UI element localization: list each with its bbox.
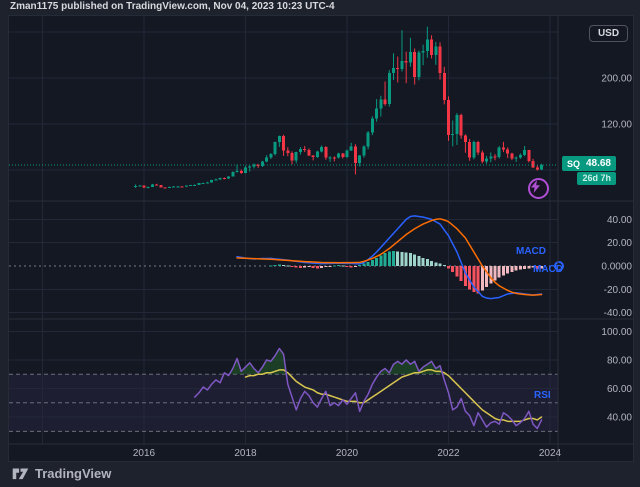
- last-price-value: 48.68: [585, 158, 611, 169]
- svg-text:0.0000: 0.0000: [601, 262, 632, 273]
- publish-attribution: Zman1175 published on TradingView.com, N…: [10, 1, 335, 12]
- time-axis[interactable]: [9, 444, 558, 461]
- tradingview-logo-icon: [12, 468, 29, 480]
- svg-text:2018: 2018: [234, 448, 257, 459]
- svg-text:2022: 2022: [437, 448, 460, 459]
- tradingview-logo-link[interactable]: TradingView: [12, 466, 111, 481]
- svg-text:2024: 2024: [539, 448, 562, 459]
- symbol-ticker: SQ: [566, 158, 580, 169]
- lightning-icon: [531, 180, 540, 193]
- svg-text:40.00: 40.00: [607, 413, 632, 424]
- svg-text:80.00: 80.00: [607, 355, 632, 366]
- svg-text:60.00: 60.00: [607, 384, 632, 395]
- svg-text:2020: 2020: [336, 448, 359, 459]
- svg-text:-40.00: -40.00: [604, 308, 633, 319]
- svg-text:40.00: 40.00: [607, 215, 632, 226]
- svg-text:-20.00: -20.00: [604, 285, 633, 296]
- price-axis[interactable]: [558, 16, 633, 444]
- tradingview-logo-text: TradingView: [35, 466, 112, 481]
- svg-text:2016: 2016: [133, 448, 156, 459]
- currency-toggle-button[interactable]: USD: [589, 25, 628, 42]
- bar-close-countdown: 26d 7h: [577, 172, 616, 185]
- boost-button[interactable]: [528, 178, 549, 199]
- footer-bar: TradingView: [0, 460, 640, 487]
- macd-last-value-marker: [554, 261, 564, 271]
- svg-text:100.00: 100.00: [601, 327, 632, 338]
- chart-area[interactable]: 200.00 120.00 40.00 20.00 0.0000 -20.00 -40.00…: [8, 15, 634, 462]
- chart-canvas[interactable]: 200.00 120.00 40.00 20.00 0.0000 -20.00 -40.00…: [9, 16, 633, 461]
- svg-text:120.00: 120.00: [601, 120, 632, 131]
- last-price-label: SQ 48.68: [561, 156, 616, 171]
- svg-text:20.00: 20.00: [607, 238, 632, 249]
- svg-text:200.00: 200.00: [601, 74, 632, 85]
